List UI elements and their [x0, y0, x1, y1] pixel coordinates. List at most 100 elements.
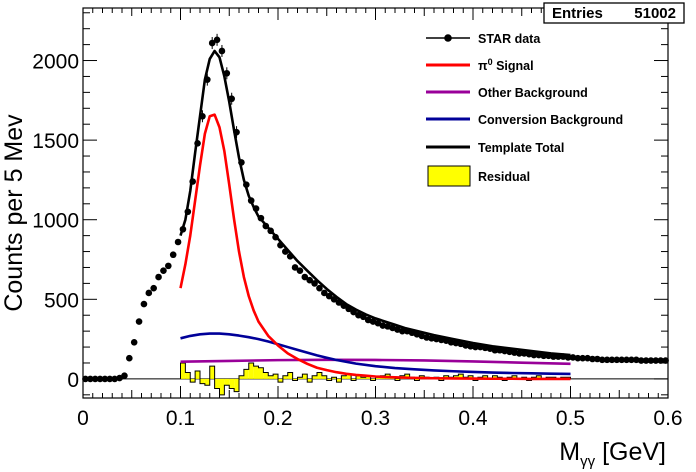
data-point [169, 251, 177, 259]
data-point [291, 264, 299, 271]
data-point [325, 292, 333, 300]
residual-bar [370, 378, 376, 381]
residual-bar [312, 375, 317, 379]
residual-bar [214, 378, 220, 389]
residual-bar [414, 378, 420, 381]
data-point [262, 222, 270, 230]
residual-bar [224, 378, 230, 386]
data-point [462, 342, 469, 349]
residual-bar [253, 366, 259, 379]
residual-bar [492, 375, 498, 379]
residual-bar [200, 378, 205, 384]
data-point [140, 300, 148, 308]
y-tick-label: 1500 [32, 130, 79, 153]
data-point [594, 355, 601, 363]
residual-bar [287, 372, 293, 379]
data-point [545, 352, 552, 360]
residual-bar [351, 378, 356, 381]
x-axis-title: Mγγ [GeV] [559, 438, 666, 470]
data-point [208, 39, 216, 47]
data-point [267, 227, 274, 235]
data-point [652, 357, 660, 364]
legend-residual-label: Residual [478, 170, 530, 184]
data-point [603, 356, 611, 364]
stats-box [543, 2, 685, 24]
residual-bar [258, 367, 264, 379]
data-point [516, 350, 523, 357]
data-point [637, 357, 645, 364]
residual-bar [307, 378, 313, 383]
data-point [223, 69, 231, 77]
y-tick-label: 1000 [32, 210, 79, 233]
legend-star-label: STAR data [478, 32, 541, 46]
plot-frame [82, 7, 669, 399]
data-point [452, 339, 460, 347]
y-axis: 0 500 1000 1500 2000 [32, 12, 668, 396]
x-axis-title-main: M [559, 438, 580, 466]
residual-bar [185, 372, 191, 379]
data-point [135, 318, 143, 325]
data-point [184, 208, 192, 216]
residual-bar [317, 372, 322, 379]
x-tick-label: 0.4 [458, 407, 488, 430]
residual-bar [243, 369, 249, 379]
residual-bar [204, 378, 210, 386]
residual-bar [248, 362, 254, 379]
series-lines [179, 49, 571, 381]
data-point [165, 262, 172, 270]
data-point [559, 353, 567, 360]
legend-star-marker [444, 34, 452, 42]
residual-bar [331, 377, 337, 379]
residual-bar [438, 378, 444, 381]
data-point [438, 336, 445, 344]
x-axis: 0 0.1 0.2 0.3 0.4 0.5 0.6 [77, 8, 683, 430]
residual-bar [482, 375, 488, 379]
data-point [374, 319, 382, 327]
data-point [642, 357, 650, 364]
data-point [623, 356, 630, 364]
data-point [316, 284, 323, 292]
conversion-background-line [180, 332, 571, 376]
data-point [360, 313, 367, 321]
data-point [238, 159, 245, 166]
legend-signal-rest: Signal [493, 59, 534, 73]
y-tick-label: 500 [44, 289, 79, 312]
legend-conversion-label: Conversion Background [478, 113, 623, 127]
legend-signal-sup: 0 [488, 57, 493, 67]
residual-bar [321, 375, 327, 379]
data-point [252, 205, 260, 212]
residual-bar [512, 375, 517, 379]
x-tick-label: 0.5 [556, 407, 585, 430]
data-point [296, 267, 304, 274]
data-point [204, 76, 211, 83]
data-point [428, 335, 435, 342]
data-point [155, 273, 162, 281]
data-point [506, 348, 513, 356]
data-point [126, 354, 133, 362]
data-point [286, 253, 294, 260]
data-point [174, 238, 182, 246]
data-point [213, 36, 221, 44]
residual-bar [263, 372, 269, 379]
residual-bar [234, 378, 239, 392]
data-point [657, 357, 664, 364]
data-point [633, 356, 640, 364]
y-tick-label: 0 [67, 369, 79, 392]
residual-bar [209, 366, 215, 379]
signal-line [179, 113, 571, 381]
data-point [228, 95, 235, 103]
data-point [379, 322, 387, 329]
data-point [335, 299, 343, 306]
legend-signal-label: π0 Signal [478, 57, 534, 73]
data-point [564, 354, 572, 361]
data-point [555, 353, 562, 360]
data-point [481, 344, 489, 352]
data-point [218, 47, 226, 55]
data-point [121, 372, 128, 380]
x-tick-label: 0.1 [166, 407, 195, 430]
data-point [584, 354, 591, 362]
residual-bar [356, 375, 361, 379]
data-point [511, 349, 518, 356]
data-point [247, 197, 255, 204]
